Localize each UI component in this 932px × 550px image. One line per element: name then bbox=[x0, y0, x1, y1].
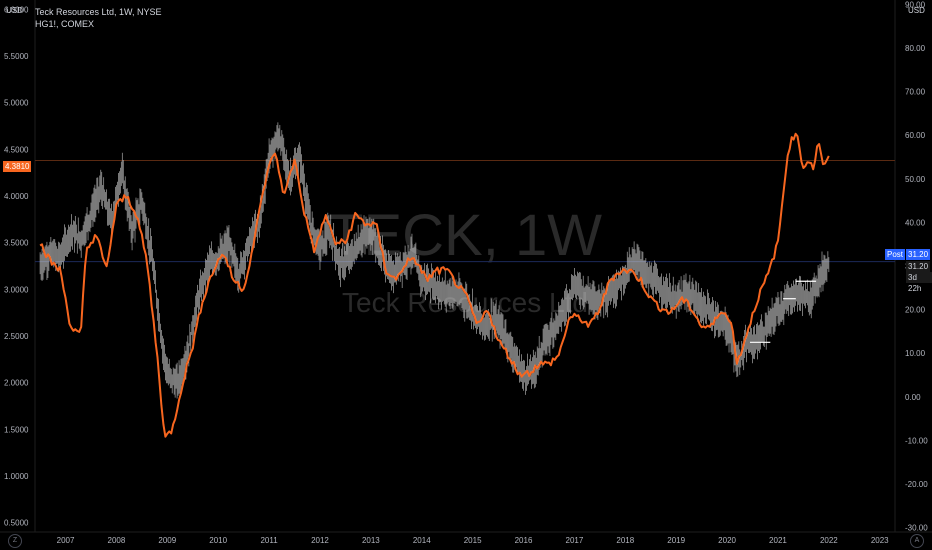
time-axis-tick: 2007 bbox=[57, 536, 75, 545]
teck-step-markers bbox=[749, 280, 817, 343]
left-axis-tick: 4.0000 bbox=[4, 192, 29, 201]
right-axis-tick: -10.00 bbox=[905, 436, 928, 445]
left-axis-tick: 3.5000 bbox=[4, 239, 29, 248]
right-axis-tick: 10.00 bbox=[905, 349, 926, 358]
time-axis-tick: 2015 bbox=[464, 536, 482, 545]
auto-scale-left-button[interactable]: Z bbox=[8, 534, 22, 548]
right-axis-tick: 40.00 bbox=[905, 218, 926, 227]
right-axis-tick: 90.00 bbox=[905, 0, 926, 9]
time-axis-tick: 2014 bbox=[413, 536, 431, 545]
time-axis-tick: 2017 bbox=[566, 536, 584, 545]
post-market-label: Post bbox=[885, 249, 906, 260]
left-axis-tick: 3.0000 bbox=[4, 285, 29, 294]
right-axis-tick: 70.00 bbox=[905, 88, 926, 97]
left-axis-tick: 4.5000 bbox=[4, 145, 29, 154]
left-axis-tick: 5.5000 bbox=[4, 52, 29, 61]
time-axis-tick: 2022 bbox=[820, 536, 838, 545]
right-axis-tick: 0.00 bbox=[905, 393, 921, 402]
copper-series-line bbox=[39, 132, 830, 438]
time-axis-tick: 2010 bbox=[209, 536, 227, 545]
teck-last-price: 31.20 bbox=[906, 261, 931, 272]
time-axis-tick: 2023 bbox=[871, 536, 889, 545]
left-axis-unit: USD bbox=[6, 6, 23, 15]
time-axis-tick: 2008 bbox=[108, 536, 126, 545]
time-axis-tick: 2016 bbox=[515, 536, 533, 545]
main-symbol-legend[interactable]: Teck Resources Ltd, 1W, NYSE bbox=[35, 7, 162, 17]
time-axis-tick: 2011 bbox=[260, 536, 278, 545]
time-axis[interactable]: 2007 2008 2009 2010 2011 2012 2013 2014 2015 2016… bbox=[57, 536, 890, 545]
left-axis-tick: 6.0000 bbox=[4, 5, 29, 14]
time-axis-tick: 2019 bbox=[667, 536, 685, 545]
right-axis-tick: 80.00 bbox=[905, 44, 926, 53]
right-axis-tick: 50.00 bbox=[905, 175, 926, 184]
auto-scale-right-button[interactable]: A bbox=[910, 534, 924, 548]
time-axis-tick: 2009 bbox=[158, 536, 176, 545]
right-axis-tick: -30.00 bbox=[905, 524, 928, 533]
copper-last-price-tag: 4.3810 bbox=[3, 161, 32, 172]
teck-price-bars bbox=[39, 122, 830, 399]
time-axis-tick: 2013 bbox=[362, 536, 380, 545]
left-price-axis[interactable]: 0.5000 1.0000 1.5000 2.0000 2.5000 3.0000 3.50… bbox=[4, 5, 29, 527]
left-axis-tick: 1.5000 bbox=[4, 425, 29, 434]
left-axis-tick: 1.0000 bbox=[4, 472, 29, 481]
right-axis-tick: 20.00 bbox=[905, 306, 926, 315]
left-axis-tick: 0.5000 bbox=[4, 519, 29, 528]
copper-line-path bbox=[39, 132, 830, 438]
left-axis-tick: 2.0000 bbox=[4, 379, 29, 388]
time-axis-tick: 2021 bbox=[769, 536, 787, 545]
left-axis-tick: 2.5000 bbox=[4, 332, 29, 341]
right-price-axis[interactable]: -30.00-20.00-10.000.0010.0020.0030.0040.… bbox=[905, 0, 928, 532]
right-axis-tick: 60.00 bbox=[905, 131, 926, 140]
time-axis-tick: 2012 bbox=[311, 536, 329, 545]
left-axis-tick: 5.0000 bbox=[4, 99, 29, 108]
right-axis-tick: -20.00 bbox=[905, 480, 928, 489]
bar-countdown: 3d 22h bbox=[906, 272, 932, 293]
right-axis-unit: USD bbox=[908, 6, 925, 15]
compare-symbol-legend[interactable]: HG1!, COMEX bbox=[35, 19, 95, 29]
post-market-price: 31.20 bbox=[906, 249, 931, 260]
time-axis-tick: 2018 bbox=[616, 536, 634, 545]
time-axis-tick: 2020 bbox=[718, 536, 736, 545]
